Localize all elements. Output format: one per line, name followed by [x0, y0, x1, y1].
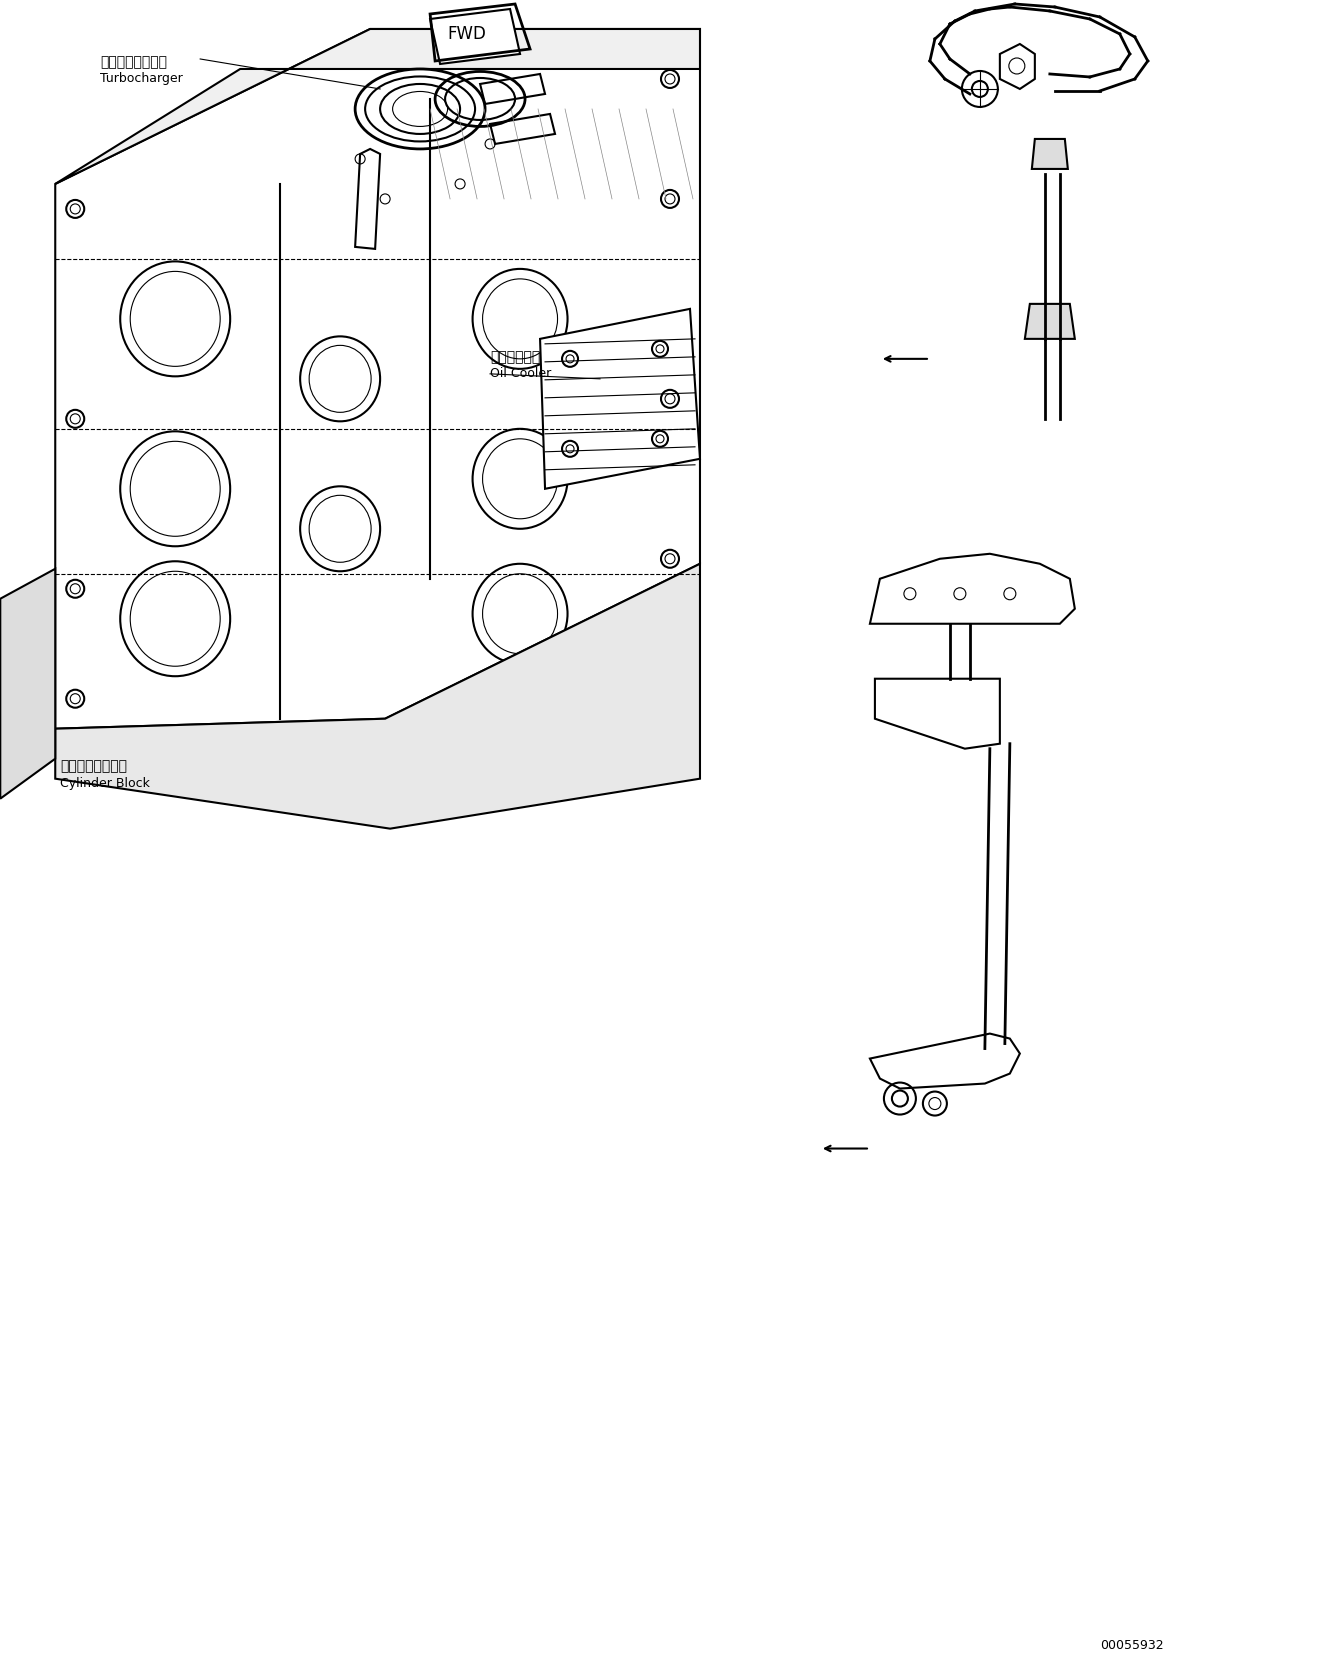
Text: シリンダブロック: シリンダブロック [60, 760, 127, 773]
Text: Cylinder Block: Cylinder Block [60, 776, 150, 789]
Polygon shape [0, 569, 56, 799]
Polygon shape [541, 309, 700, 490]
Polygon shape [1032, 141, 1068, 170]
Text: ターボチャージャ: ターボチャージャ [101, 55, 167, 70]
Polygon shape [56, 564, 700, 829]
Polygon shape [56, 30, 700, 185]
Text: 00055932: 00055932 [1100, 1638, 1163, 1652]
Polygon shape [871, 1034, 1020, 1089]
Polygon shape [871, 554, 1075, 624]
Text: Oil Cooler: Oil Cooler [490, 367, 551, 379]
Polygon shape [56, 30, 700, 730]
Polygon shape [1024, 305, 1075, 339]
Text: Turbocharger: Turbocharger [101, 71, 183, 84]
Polygon shape [431, 10, 519, 65]
Polygon shape [874, 679, 1000, 750]
Text: FWD: FWD [447, 25, 486, 43]
Text: オイルクーラ: オイルクーラ [490, 349, 541, 364]
